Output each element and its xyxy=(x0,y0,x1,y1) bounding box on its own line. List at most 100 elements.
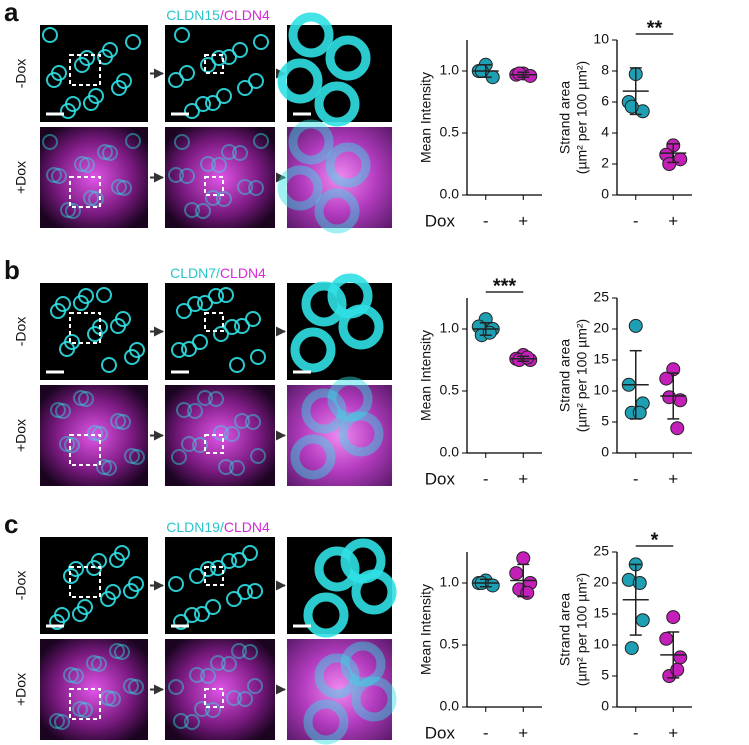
panel-letter: b xyxy=(4,255,20,285)
zoom-box xyxy=(69,566,101,598)
strand xyxy=(301,388,347,434)
strand xyxy=(176,402,192,418)
strand xyxy=(194,701,210,717)
strand xyxy=(63,667,79,683)
data-point xyxy=(624,641,639,656)
strand xyxy=(49,713,65,729)
strand xyxy=(78,391,94,407)
strand xyxy=(245,311,261,327)
y-tick-label: 0 xyxy=(601,444,609,460)
x-tick-label: + xyxy=(518,469,528,488)
strand xyxy=(231,643,247,659)
strand xyxy=(234,318,250,334)
strand xyxy=(213,425,229,441)
strand xyxy=(110,318,126,334)
strand xyxy=(221,553,237,569)
strand xyxy=(174,134,190,150)
strand xyxy=(194,606,210,622)
strand xyxy=(129,449,145,465)
strand xyxy=(250,448,266,464)
data-point xyxy=(666,610,681,625)
strand xyxy=(197,390,213,406)
strand xyxy=(168,679,184,695)
zoom-box xyxy=(69,54,101,86)
y-tick-label: 0.5 xyxy=(440,124,460,140)
y-tick-label: 20 xyxy=(593,574,609,590)
strand xyxy=(200,668,216,684)
y-tick-label: 5 xyxy=(601,667,609,683)
y-tick-label: 0 xyxy=(601,186,609,202)
micrograph xyxy=(287,385,392,486)
strand xyxy=(224,319,240,335)
y-tick-label: 1.0 xyxy=(440,574,460,590)
y-tick-label: 15 xyxy=(593,351,609,367)
y-axis-label: Strand area xyxy=(557,593,573,666)
strand xyxy=(65,203,81,219)
strand xyxy=(234,413,250,429)
x-axis-label: Dox xyxy=(425,211,456,230)
y-tick-label: 0.5 xyxy=(440,382,460,398)
strand xyxy=(105,691,121,707)
strand xyxy=(221,656,237,672)
panel: b CLDN7/CLDN4 -Dox +Dox xyxy=(4,255,392,486)
y-tick-label: 0.5 xyxy=(440,636,460,652)
strand xyxy=(216,191,232,207)
strand xyxy=(171,449,187,465)
zoom-box xyxy=(204,176,224,196)
channel-title: CLDN19/CLDN4 xyxy=(166,519,270,535)
strand xyxy=(211,50,227,66)
x-tick-label: + xyxy=(518,211,528,230)
strand xyxy=(226,690,242,706)
strand xyxy=(277,165,323,211)
strand xyxy=(197,295,213,311)
strand xyxy=(171,342,187,358)
y-tick-label: 0 xyxy=(601,698,609,714)
y-tick-label: 0.0 xyxy=(440,186,460,202)
strand xyxy=(184,103,200,119)
strand xyxy=(77,702,93,718)
data-point xyxy=(635,613,650,628)
channel-title: CLDN7/CLDN4 xyxy=(170,265,266,281)
y-axis-label: Strand area xyxy=(557,339,573,412)
strand xyxy=(42,134,58,150)
strand xyxy=(232,145,248,161)
y-tick-label: 2 xyxy=(601,155,609,171)
strand xyxy=(205,599,221,615)
x-tick-label: + xyxy=(668,211,678,230)
strand xyxy=(327,376,373,422)
y-tick-label: 20 xyxy=(593,320,609,336)
x-tick-label: - xyxy=(633,723,639,742)
strand xyxy=(231,552,247,568)
data-point xyxy=(659,371,674,386)
strand xyxy=(91,656,107,672)
row-label: +Dox xyxy=(13,419,29,452)
panel-letter: a xyxy=(4,0,19,27)
y-tick-label: 5 xyxy=(601,413,609,429)
strand xyxy=(125,34,141,50)
strand xyxy=(327,273,373,319)
micrograph xyxy=(287,639,392,740)
strand xyxy=(208,391,224,407)
strand xyxy=(111,179,127,195)
significance-label: ** xyxy=(647,17,663,39)
strand xyxy=(192,334,208,350)
strand xyxy=(179,168,195,184)
strand xyxy=(216,88,232,104)
strand xyxy=(325,142,371,188)
strand xyxy=(351,676,397,722)
strand xyxy=(290,434,336,480)
strand xyxy=(128,679,144,695)
strand xyxy=(83,190,99,206)
strand xyxy=(68,668,84,684)
x-tick-label: - xyxy=(633,469,639,488)
strand xyxy=(218,459,234,475)
data-point xyxy=(509,566,524,581)
row-label: -Dox xyxy=(13,571,29,601)
zoom-box xyxy=(69,176,101,208)
strand xyxy=(221,144,237,160)
strand xyxy=(55,403,71,419)
zoom-box xyxy=(204,566,224,586)
strand xyxy=(226,591,242,607)
strand xyxy=(79,157,95,173)
strand xyxy=(46,72,62,88)
